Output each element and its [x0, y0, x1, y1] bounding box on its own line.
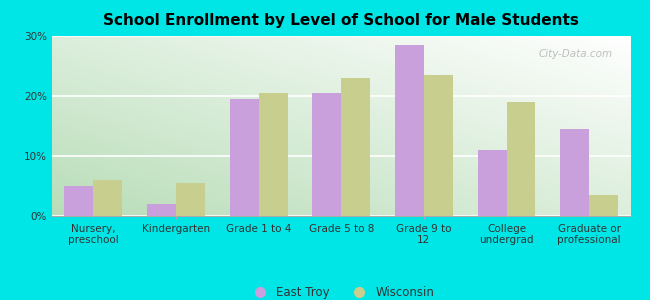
Bar [424, 75, 453, 216]
Bar [94, 180, 122, 216]
Text: City-Data.com: City-Data.com [539, 49, 613, 58]
Bar [176, 183, 205, 216]
Bar [229, 99, 259, 216]
Bar [560, 129, 589, 216]
Bar [312, 93, 341, 216]
Bar [147, 204, 176, 216]
Bar [259, 93, 287, 216]
Bar [64, 186, 94, 216]
Title: School Enrollment by Level of School for Male Students: School Enrollment by Level of School for… [103, 13, 579, 28]
Bar [506, 102, 536, 216]
Bar [478, 150, 506, 216]
Bar [341, 78, 370, 216]
Legend: East Troy, Wisconsin: East Troy, Wisconsin [243, 281, 439, 300]
Bar [395, 45, 424, 216]
Bar [589, 195, 618, 216]
